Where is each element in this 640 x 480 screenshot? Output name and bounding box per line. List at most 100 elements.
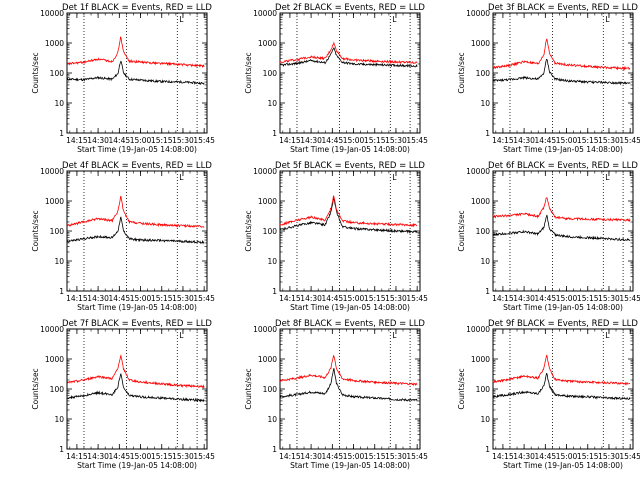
y-tick-label: 10000 [253,167,277,176]
y-tick-label: 100 [476,385,491,394]
x-tick-label: 14:15 [492,136,514,145]
x-axis-label: Start Time (19-Jan-05 14:08:00) [503,303,623,312]
series-lld-line [279,354,418,387]
chart-title: Det 2f BLACK = Events, RED = LLD [275,3,425,13]
marker-label: L [392,15,397,24]
series-lld-line [492,38,631,71]
chart-panel: Det 2f BLACK = Events, RED = LLD 1 10 100 10… [244,3,428,154]
y-tick-label: 1 [272,129,277,138]
y-tick-label: 1000 [471,355,490,364]
x-tick-label: 14:30 [513,294,535,303]
y-axis-label: Counts/sec [457,210,466,251]
series-events-line [279,47,418,68]
plot-frame [66,328,208,450]
plot-frame [279,12,421,134]
x-tick-label: 15:15 [151,294,173,303]
y-tick-label: 1 [272,445,277,454]
y-tick-label: 10000 [466,167,490,176]
x-tick-label: 14:30 [87,294,109,303]
y-axis-label: Counts/sec [31,210,40,251]
x-tick-label: 14:30 [300,452,322,461]
chart-panel: Det 3f BLACK = Events, RED = LLD 1 10 100 10… [457,3,640,154]
y-tick-label: 100 [50,385,65,394]
y-tick-label: 1000 [258,39,277,48]
chart-title: Det 8f BLACK = Events, RED = LLD [275,319,425,329]
x-axis-label: Start Time (19-Jan-05 14:08:00) [290,461,410,470]
x-axis-label: Start Time (19-Jan-05 14:08:00) [503,145,623,154]
y-tick-label: 10 [480,415,490,424]
chart-panel: Det 6f BLACK = Events, RED = LLD 1 10 100 10… [457,161,640,312]
chart-title: Det 6f BLACK = Events, RED = LLD [488,161,638,171]
y-tick-label: 1000 [258,197,277,206]
x-tick-label: 14:30 [513,452,535,461]
x-tick-label: 15:45 [406,294,428,303]
x-tick-label: 15:45 [406,452,428,461]
x-tick-label: 15:15 [151,136,173,145]
marker-label: L [179,15,184,24]
x-tick-label: 14:15 [492,294,514,303]
chart-title: Det 7f BLACK = Events, RED = LLD [62,319,212,329]
y-tick-label: 1 [59,287,64,296]
chart-panel: Det 8f BLACK = Events, RED = LLD 1 10 100 10… [244,319,428,470]
y-tick-label: 10 [480,257,490,266]
y-tick-label: 10 [480,99,490,108]
y-tick-label: 10 [267,257,277,266]
x-tick-label: 15:45 [193,294,215,303]
series-lld-line [492,197,631,223]
x-tick-label: 15:45 [619,136,640,145]
x-tick-label: 15:00 [556,452,578,461]
y-tick-label: 1000 [471,197,490,206]
marker-label: L [605,15,610,24]
plot-frame [492,328,634,450]
y-tick-label: 10000 [40,167,64,176]
x-tick-label: 14:15 [279,452,301,461]
series-lld-line [279,41,418,65]
x-tick-label: 15:30 [172,452,194,461]
y-tick-label: 1000 [45,355,64,364]
x-axis-label: Start Time (19-Jan-05 14:08:00) [77,303,197,312]
y-tick-label: 1 [485,129,490,138]
y-axis-label: Counts/sec [457,368,466,409]
x-tick-label: 14:45 [535,136,557,145]
series-lld-line [66,195,205,229]
x-tick-label: 15:00 [343,452,365,461]
plot-frame [492,12,634,134]
series-lld-line [66,36,205,69]
y-tick-label: 1000 [258,355,277,364]
y-tick-label: 100 [263,69,278,78]
marker-label: L [605,331,610,340]
y-tick-label: 100 [50,227,65,236]
y-tick-label: 1 [59,445,64,454]
y-axis-label: Counts/sec [31,368,40,409]
x-tick-label: 15:15 [151,452,173,461]
x-tick-label: 15:00 [130,294,152,303]
x-tick-label: 15:00 [343,294,365,303]
x-tick-label: 14:15 [66,452,88,461]
y-tick-label: 1000 [45,197,64,206]
y-tick-label: 100 [263,385,278,394]
x-tick-label: 15:00 [556,294,578,303]
marker-label: L [392,331,397,340]
series-events-line [280,368,418,402]
x-tick-label: 14:15 [279,294,301,303]
x-tick-label: 15:30 [385,452,407,461]
x-tick-label: 15:45 [406,136,428,145]
y-tick-label: 100 [476,69,491,78]
x-tick-label: 14:30 [513,136,535,145]
y-tick-label: 10 [54,415,64,424]
x-tick-label: 15:15 [577,452,599,461]
y-tick-label: 10000 [40,9,64,18]
chart-panel: Det 5f BLACK = Events, RED = LLD 1 10 100 10… [244,161,428,312]
chart-title: Det 1f BLACK = Events, RED = LLD [62,3,212,13]
chart-title: Det 3f BLACK = Events, RED = LLD [488,3,638,13]
x-tick-label: 14:45 [109,452,131,461]
x-tick-label: 14:45 [322,452,344,461]
y-tick-label: 1 [59,129,64,138]
x-tick-label: 15:45 [193,452,215,461]
series-events-line [492,214,631,241]
plot-frame [279,328,421,450]
x-tick-label: 14:30 [300,294,322,303]
x-axis-label: Start Time (19-Jan-05 14:08:00) [77,461,197,470]
x-tick-label: 14:30 [87,136,109,145]
